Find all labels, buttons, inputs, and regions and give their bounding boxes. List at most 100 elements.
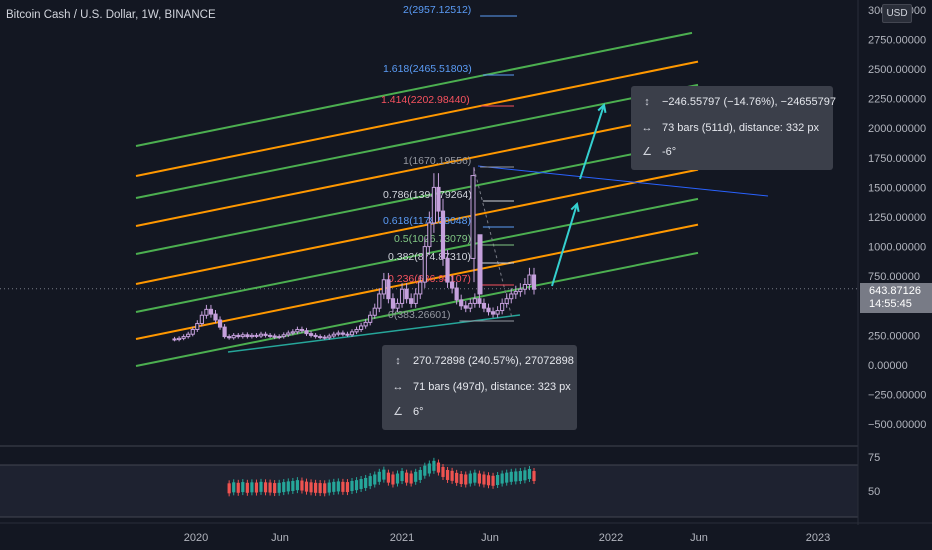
candle-body <box>477 234 483 295</box>
candle-body <box>181 336 186 339</box>
candle-body <box>199 314 204 325</box>
candle-body <box>272 335 277 338</box>
candle-body <box>363 321 368 327</box>
candle-body <box>268 334 273 337</box>
candle-body <box>295 328 300 333</box>
indicator-bar <box>263 482 268 493</box>
indicator-bar <box>400 471 404 482</box>
channel-line-green <box>135 251 699 367</box>
channel-line-green <box>135 31 693 147</box>
candle-body <box>390 298 396 309</box>
candle-body <box>177 337 182 341</box>
fib-retracement: 2(2957.12512) 1.618(2465.51803) 1.414(2202… <box>381 4 517 322</box>
candle-body <box>436 186 441 212</box>
candle-body <box>208 308 214 315</box>
countdown-timer: 14:55:45 <box>869 298 912 310</box>
bars-icon: ↔ <box>392 381 404 393</box>
indicator-bar <box>291 480 295 491</box>
time-axis[interactable]: 2020 Jun 2021 Jun 2022 Jun 2023 <box>184 532 830 544</box>
indicator-bar <box>304 481 309 492</box>
price-tick-label: 2750.00000 <box>868 34 926 46</box>
candle-body <box>477 298 482 304</box>
indicator-bar <box>318 483 322 494</box>
candle-body <box>331 333 336 337</box>
candle-body <box>213 313 218 321</box>
price-tick-label: 1000.00000 <box>868 242 926 254</box>
candle-body <box>470 175 476 259</box>
fib-level-label: 2(2957.12512) <box>403 4 471 16</box>
indicator-bar <box>532 471 536 482</box>
time-tick-label: 2021 <box>390 532 414 544</box>
measure-change: −246.55797 (−14.76%), −24655797 <box>662 96 837 108</box>
candle-body <box>377 293 382 309</box>
indicator-bar <box>327 482 331 493</box>
indicator-bar <box>405 472 409 483</box>
indicator-bar <box>482 474 486 485</box>
candle-body <box>404 288 409 300</box>
indicator-bar <box>295 480 299 491</box>
indicator-bar <box>273 483 277 494</box>
indicator-bar <box>509 471 513 482</box>
candle-body <box>190 328 195 335</box>
candle-body <box>204 308 209 316</box>
indicator-bar <box>427 463 431 474</box>
indicator-bar <box>377 471 381 482</box>
indicator-bar <box>459 474 463 485</box>
arrow-head <box>597 103 607 114</box>
candle-body <box>522 283 527 290</box>
candle-body <box>258 333 264 337</box>
candle-body <box>254 334 259 337</box>
price-tick-label: 0.00000 <box>868 360 908 372</box>
candle-body <box>504 298 509 304</box>
fib-level-label: 0.786(1394.79264) <box>383 189 472 201</box>
candle-body <box>186 333 191 338</box>
candle-body <box>172 338 177 341</box>
candle-body <box>395 302 400 309</box>
indicator-bar <box>514 471 518 482</box>
candle-body <box>495 310 500 315</box>
fib-level-label: 1(1670.19556) <box>403 155 471 167</box>
candle-body <box>299 328 305 332</box>
candle-body <box>318 336 323 339</box>
candle-body <box>399 288 405 304</box>
price-axis[interactable]: 3000.000002750.000002500.000002250.00000… <box>0 0 932 525</box>
candle-body <box>281 334 286 338</box>
candle-body <box>236 334 241 338</box>
bars-icon: ↔ <box>641 122 653 134</box>
indicator-bar <box>391 474 395 485</box>
measure-change: 270.72898 (240.57%), 27072898 <box>413 355 574 367</box>
candle-body <box>386 279 391 300</box>
indicator-bar <box>418 469 422 480</box>
candle-body <box>372 307 377 316</box>
indicator-bar <box>445 469 450 480</box>
time-tick-label: 2020 <box>184 532 208 544</box>
indicator-bar <box>354 480 359 491</box>
indicator-bar <box>364 477 368 488</box>
price-tick-label: 1500.00000 <box>868 182 926 194</box>
candle-body <box>304 330 309 335</box>
indicator-bar <box>409 473 413 484</box>
indicator-bar <box>455 472 459 483</box>
candle-body <box>486 307 491 313</box>
indicator-bar <box>232 482 236 493</box>
time-tick-label: Jun <box>690 532 708 544</box>
projection-arrows <box>551 103 607 287</box>
indicator-bar <box>386 472 390 483</box>
candle-body <box>427 222 432 248</box>
candle-body <box>231 334 236 339</box>
indicator-bar <box>314 482 318 493</box>
indicator-tick-label: 75 <box>868 452 880 464</box>
candle-body <box>459 299 464 307</box>
candle-body <box>490 311 496 315</box>
candle-body <box>381 279 386 295</box>
indicator-bar <box>268 482 272 493</box>
price-tick-label: 1750.00000 <box>868 153 926 165</box>
currency-button[interactable]: USD <box>882 4 912 23</box>
candle-body <box>431 186 436 224</box>
measure-angle: -6° <box>662 146 677 158</box>
indicator-bar <box>527 468 532 479</box>
fib-level-label: 1.618(2465.51803) <box>383 63 472 75</box>
indicator-bar <box>473 472 477 483</box>
candle-body <box>368 314 373 323</box>
